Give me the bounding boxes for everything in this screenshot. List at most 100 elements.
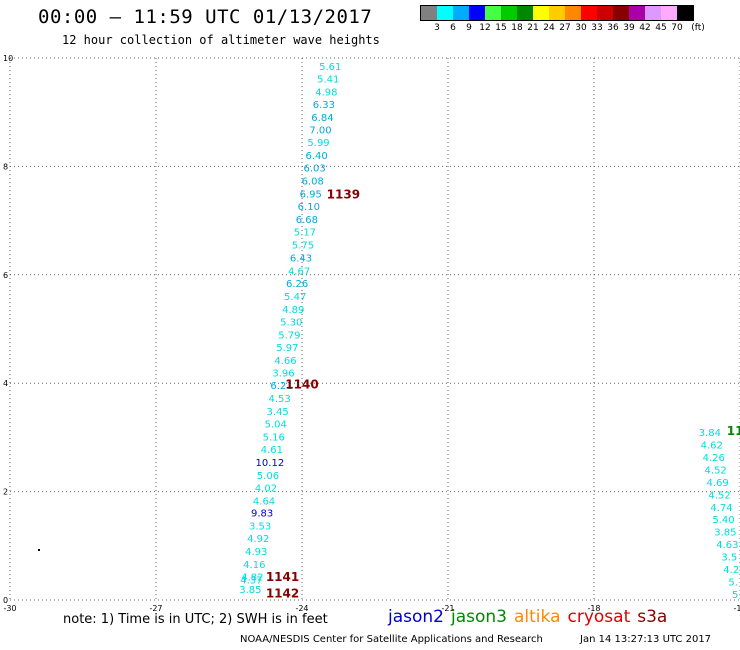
data-point-label: 5.06 — [257, 471, 279, 482]
legend-label: 21 — [527, 23, 539, 33]
data-point-label: 5.99 — [307, 138, 329, 149]
legend-swatch — [613, 6, 629, 20]
legend-label: 27 — [559, 23, 571, 33]
legend-swatch — [533, 6, 549, 20]
legend-label: 15 — [495, 23, 507, 33]
y-tick-label: 4 — [3, 379, 8, 388]
legend-swatch — [677, 6, 693, 20]
legend-label: 9 — [466, 23, 472, 33]
data-point-label: 5.97 — [276, 343, 298, 354]
data-point-label: 4.63 — [716, 540, 738, 551]
pass-number-label: 1140 — [285, 377, 318, 391]
data-point-label: 4.52 — [708, 490, 730, 501]
data-point-label: 4.66 — [274, 356, 296, 367]
data-point-label: 3.84 — [699, 428, 721, 439]
satellite-legend: jason2 jason3 altika cryosat s3a — [388, 607, 674, 627]
data-point-label: 5.17 — [294, 227, 316, 238]
data-point-label: 5.61 — [319, 62, 341, 73]
legend-swatch — [453, 6, 469, 20]
legend-swatch — [501, 6, 517, 20]
data-point-label: 6.43 — [290, 253, 312, 264]
legend-label: 30 — [575, 23, 587, 33]
credit-text: NOAA/NESDIS Center for Satellite Applica… — [240, 634, 543, 645]
y-tick-label: 8 — [3, 162, 8, 171]
data-point-label: 4.37 — [240, 575, 262, 586]
legend-swatch — [565, 6, 581, 20]
satellite-legend-item: cryosat — [567, 607, 631, 627]
x-tick-label: -21 — [441, 604, 454, 613]
data-point-label: 3.85 — [239, 585, 261, 596]
color-legend: 3 6 9 12 15 18 21 24 27 30 33 36 39 42 45 70 (ft) — [420, 5, 705, 33]
legend-swatch — [581, 6, 597, 20]
legend-unit: (ft) — [691, 23, 705, 33]
data-point-label: 5.79 — [278, 330, 300, 341]
y-tick-label: 10 — [3, 54, 13, 63]
data-point-label: 6.33 — [313, 100, 335, 111]
legend-swatch — [597, 6, 613, 20]
data-point-label: 9.83 — [251, 509, 273, 520]
data-point-label: 5.04 — [265, 419, 287, 430]
x-tick-label: -15 — [733, 604, 740, 613]
data-point-label: 4.2 — [723, 565, 739, 576]
data-point-label: 3.85 — [714, 528, 736, 539]
data-point-label: 5.16 — [263, 432, 285, 443]
data-point-label: 4.62 — [701, 440, 723, 451]
pass-number-label: 1142 — [266, 586, 299, 600]
data-point-label: 5.30 — [280, 317, 302, 328]
satellite-legend-item: jason2 — [388, 607, 444, 627]
legend-label: 70 — [671, 23, 683, 33]
data-point-label: 6.68 — [296, 215, 318, 226]
data-point-label: 5.47 — [284, 292, 306, 303]
data-point-label: 4.53 — [268, 394, 290, 405]
legend-swatch — [549, 6, 565, 20]
data-point-label: 5.75 — [292, 240, 314, 251]
data-point-label: 6.03 — [304, 163, 326, 174]
data-point-label: 4.61 — [261, 445, 283, 456]
legend-swatch — [517, 6, 533, 20]
pass-number-label: 1141 — [266, 570, 299, 584]
y-tick-label: 0 — [3, 596, 8, 605]
data-point-label: 4.67 — [288, 266, 310, 277]
legend-label: 33 — [591, 23, 603, 33]
y-tick-label: 2 — [3, 488, 8, 497]
data-point-label: 4.69 — [706, 478, 728, 489]
color-legend-swatches — [420, 5, 694, 21]
satellite-legend-item: jason3 — [451, 607, 507, 627]
data-point-label: 4.64 — [253, 496, 275, 507]
legend-swatch — [469, 6, 485, 20]
x-tick-label: -27 — [149, 604, 162, 613]
legend-label: 42 — [639, 23, 651, 33]
legend-label: 3 — [434, 23, 440, 33]
timestamp-text: Jan 14 13:27:13 UTC 2017 — [580, 634, 712, 645]
chart-subtitle: 12 hour collection of altimeter wave hei… — [62, 33, 380, 47]
footer-note: note: 1) Time is in UTC; 2) SWH is in fe… — [63, 612, 328, 627]
legend-label: 45 — [655, 23, 667, 33]
legend-label: 36 — [607, 23, 619, 33]
data-point-label: 4.74 — [710, 503, 732, 514]
data-point-label: 4.93 — [245, 547, 267, 558]
pass-number-label: 11 — [727, 424, 740, 438]
data-point-label: 4.89 — [282, 305, 304, 316]
data-point-label: 6.26 — [286, 279, 308, 290]
data-point-label: 6.08 — [302, 176, 324, 187]
x-tick-label: -24 — [295, 604, 308, 613]
stray-point-mark — [38, 549, 40, 551]
legend-swatch — [437, 6, 453, 20]
data-point-label: 5. — [728, 578, 738, 589]
legend-label: 39 — [623, 23, 635, 33]
data-point-label: 4.82 — [241, 573, 263, 584]
satellite-legend-item: s3a — [637, 607, 668, 627]
data-point-label: 3.53 — [249, 522, 271, 533]
data-point-label: 4.16 — [243, 560, 265, 571]
legend-swatch — [645, 6, 661, 20]
legend-label: 24 — [543, 23, 555, 33]
data-point-label: 4.92 — [247, 534, 269, 545]
data-point-label: 5 — [732, 590, 738, 601]
legend-swatch — [421, 6, 437, 20]
data-point-label: 6.21 — [270, 381, 292, 392]
data-point-label: 4.26 — [703, 453, 725, 464]
color-legend-labels: 3 6 9 12 15 18 21 24 27 30 33 36 39 42 45 70 (ft) — [420, 21, 705, 33]
pass-number-label: 1139 — [327, 188, 360, 202]
data-point-label: 4.98 — [315, 88, 337, 99]
data-point-label: 3.96 — [272, 368, 294, 379]
